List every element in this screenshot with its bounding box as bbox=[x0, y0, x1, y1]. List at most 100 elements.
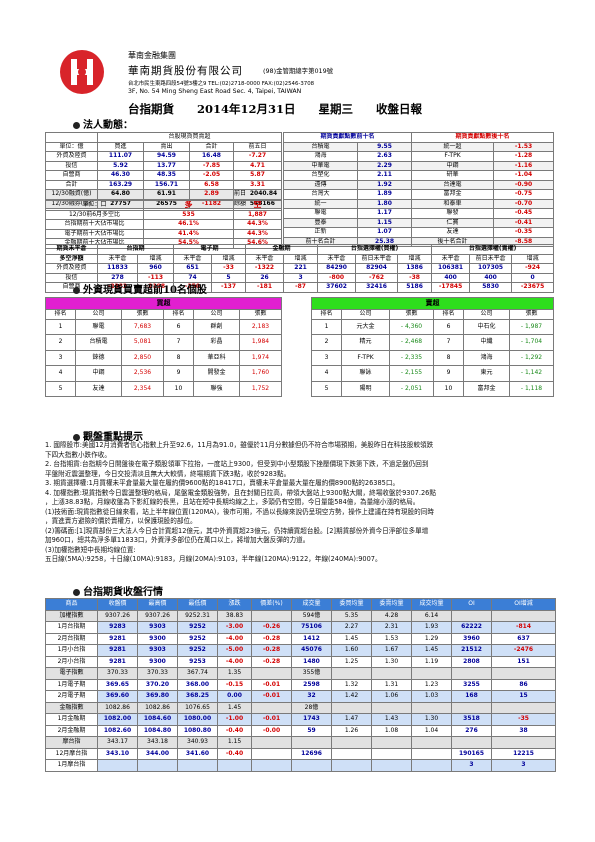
top10-sell-table: 賣超 排名 公司 張數 排名 公司 張數 1 元大金 - 4,360 6 中石化 - 1,987 2 精… bbox=[311, 297, 554, 397]
cell: 1.45 bbox=[331, 632, 372, 645]
share-count: 1,984 bbox=[239, 334, 282, 351]
points-table: 期貨貢獻點數前十名 期貨貢獻點數後十名 台積電 9.55 統一超 -1.53 鴻海 2.6… bbox=[282, 132, 555, 247]
cell: 5.87 bbox=[232, 170, 283, 181]
cell: 1082.86 bbox=[137, 701, 178, 714]
cell bbox=[291, 736, 332, 749]
cell: 1084.80 bbox=[137, 724, 178, 737]
market-section-label: 觀盤重點提示 bbox=[83, 432, 143, 443]
table-row: 加權指數 9307.26 9307.26 9252.31 38.83 594億 5.35 4.… bbox=[45, 609, 556, 622]
col-header: 最低價 bbox=[177, 598, 218, 611]
cell bbox=[251, 667, 292, 680]
cell: 400 bbox=[469, 272, 513, 283]
cell: 46.1% bbox=[143, 219, 234, 230]
share-count: 7,683 bbox=[121, 318, 164, 335]
note-line: 加960口，總共為淨多單11833口，外資淨多部位仍在萬口以上，將增加大盤反彈的… bbox=[45, 536, 310, 544]
points-top-header: 期貨貢獻點數前十名 bbox=[282, 132, 413, 143]
table-row: 單位：口 多 空 bbox=[45, 200, 282, 211]
point-value: 1.17 bbox=[356, 208, 413, 219]
cell: 1.30 bbox=[411, 713, 452, 726]
table-row: 1月摩台指 3 3 bbox=[45, 759, 556, 772]
table-row: 5 友達 2,354 10 聯強 1,752 bbox=[45, 380, 282, 397]
futures-header-row: 商品 收盤價 最高價 最低價 漲跌 價差(%) 成交量 委買均量 委賣均量 成交均量 OI OI增減 bbox=[45, 598, 556, 611]
table-row: 外資及陸資 111.07 94.59 16.48 -7.27 bbox=[45, 151, 283, 162]
note-line: 1. 國際股市:美國12月消費者信心指數上升至92.6，11月為91.0，雖優於… bbox=[45, 441, 434, 449]
cell: 1.04 bbox=[411, 724, 452, 737]
cell: -800 bbox=[317, 272, 357, 283]
cell: 9307.26 bbox=[137, 609, 178, 622]
product-name: 1月小台指 bbox=[45, 644, 98, 657]
cell bbox=[451, 701, 492, 714]
stock-name: 台灣大 bbox=[283, 189, 358, 200]
cell: 1.93 bbox=[411, 621, 452, 634]
col-sell: 賣出 bbox=[143, 141, 190, 152]
cell: -33 bbox=[211, 263, 247, 274]
cell: 9252 bbox=[177, 621, 218, 634]
share-count: 1,752 bbox=[239, 380, 282, 397]
company-name: 友達 bbox=[75, 380, 122, 397]
cell: -5.00 bbox=[217, 644, 252, 657]
product-name: 1月金融期 bbox=[45, 713, 98, 726]
cell: 5.92 bbox=[97, 160, 144, 171]
cell: 9252.31 bbox=[177, 609, 218, 622]
col-header: 委賣均量 bbox=[371, 598, 412, 611]
col-header: 張數 bbox=[509, 309, 554, 320]
legal-section-label: 法人動態： bbox=[83, 120, 133, 131]
cell: -0.28 bbox=[251, 632, 292, 645]
sub-header: 增減 bbox=[211, 253, 247, 264]
cell bbox=[291, 759, 332, 772]
rank: 9 bbox=[433, 365, 464, 382]
bullet-icon bbox=[73, 589, 80, 596]
cell: 168 bbox=[451, 690, 492, 703]
cell: 44.3% bbox=[233, 219, 282, 230]
cell: 1743 bbox=[291, 713, 332, 726]
cell: 75106 bbox=[291, 621, 332, 634]
cell: 341.60 bbox=[177, 747, 218, 760]
note-line: 3. 期貨選擇權:1月買權未平倉量最大量在履約價9600點的18417口，賣權未… bbox=[45, 479, 400, 487]
row-label: 12/30融資(億) bbox=[45, 189, 98, 200]
futures-body: 加權指數 9307.26 9307.26 9252.31 38.83 594億 5.35 4.… bbox=[45, 609, 556, 772]
cell: 16.48 bbox=[189, 151, 234, 162]
cell: 9252 bbox=[177, 632, 218, 645]
stock-name: 統一 bbox=[283, 198, 358, 209]
company-name: 鴻海 bbox=[463, 349, 510, 366]
cell bbox=[97, 759, 138, 772]
share-count: 5,081 bbox=[121, 334, 164, 351]
point-value: -1.04 bbox=[493, 170, 555, 181]
cell: 38 bbox=[491, 724, 556, 737]
group-header: 電子期 bbox=[173, 244, 247, 255]
cell: 151 bbox=[491, 655, 556, 668]
table-row: 12月摩台指 343.10 344.00 341.60 -0.40 12696 190165… bbox=[45, 747, 556, 760]
cell-sub: 前日 bbox=[234, 190, 247, 198]
cell: 61.91 bbox=[143, 189, 190, 200]
col-header: 排名 bbox=[433, 309, 464, 320]
cell: 15 bbox=[491, 690, 556, 703]
product-name: 1月台指期 bbox=[45, 621, 98, 634]
cell: 46.30 bbox=[97, 170, 144, 181]
group-header: 台指選擇權(賣權) bbox=[431, 244, 555, 255]
company-name: 開發金 bbox=[193, 365, 240, 382]
cell: 340.93 bbox=[177, 736, 218, 749]
stock-name: 中華電 bbox=[283, 160, 358, 171]
company-name: 中石化 bbox=[463, 318, 510, 335]
col-header: 成交量 bbox=[291, 598, 332, 611]
cell: -0.01 bbox=[251, 678, 292, 691]
group-name: 華南金融集團 bbox=[128, 51, 176, 60]
cell: 535 bbox=[143, 209, 234, 220]
stock-name: 台塑化 bbox=[283, 170, 358, 181]
rank: 3 bbox=[311, 349, 342, 366]
company-name: 聯詠 bbox=[341, 365, 390, 382]
cell: 48.35 bbox=[143, 170, 190, 181]
share-count: - 1,118 bbox=[509, 380, 554, 397]
col-header: 公司 bbox=[75, 309, 122, 320]
cell: -2198 bbox=[136, 282, 175, 293]
table-row: 1月電子期 369.65 370.20 368.00 -0.15 -0.01 2598 1.3… bbox=[45, 678, 556, 691]
cell: -2476 bbox=[491, 644, 556, 657]
cell: 1.45 bbox=[411, 644, 452, 657]
cell: 11833 bbox=[97, 263, 138, 274]
col-header: 公司 bbox=[193, 309, 240, 320]
cell: -0.01 bbox=[251, 713, 292, 726]
share-count: 2,183 bbox=[239, 318, 282, 335]
row-label: 外資及陸資 bbox=[45, 263, 98, 274]
rank: 1 bbox=[311, 318, 342, 335]
cell: 38.83 bbox=[217, 609, 252, 622]
